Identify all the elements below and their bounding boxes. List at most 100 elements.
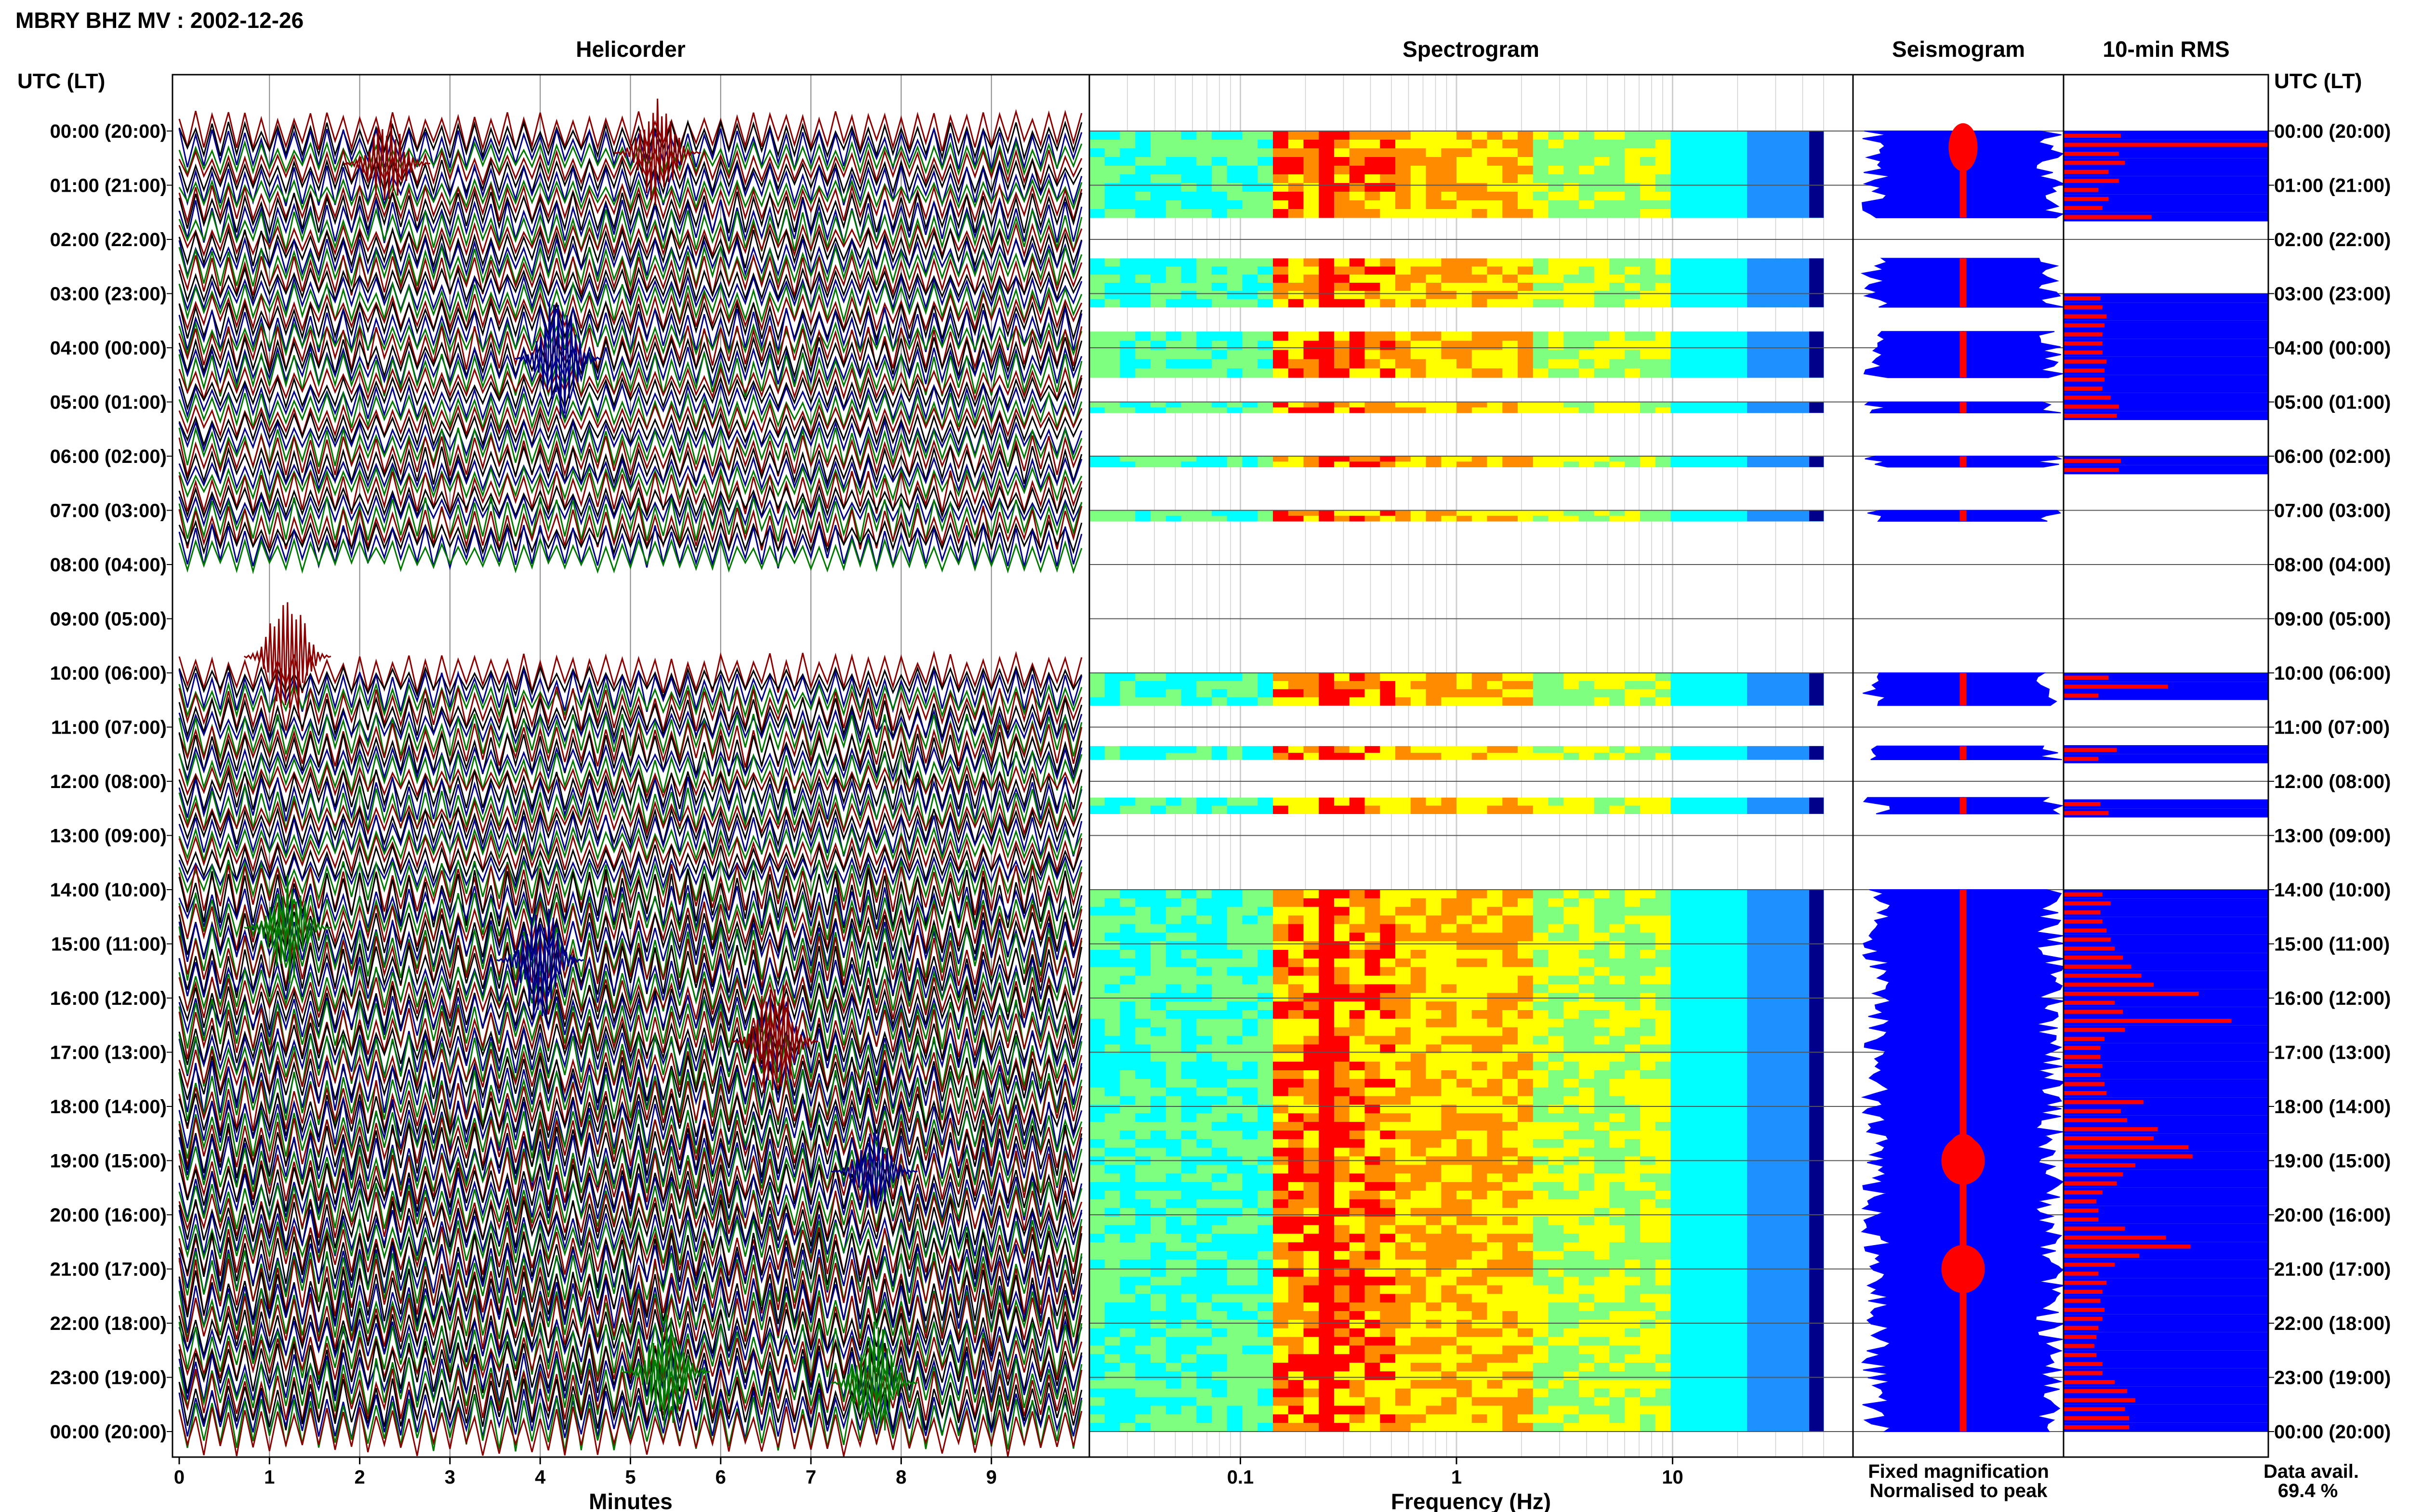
spectrogram-cell [1104,140,1121,149]
spectrogram-cell [1319,148,1335,158]
spectrogram-cell [1135,1225,1151,1234]
spectrogram-cell [1625,1328,1641,1338]
spectrogram-cell [1089,368,1105,378]
spectrogram-cell [1273,1234,1289,1243]
spectrogram-cell [1334,359,1350,369]
spectrogram-cell [1364,1139,1380,1148]
spectrogram-cell [1471,200,1488,210]
spectrogram-cell [1777,331,1794,341]
spectrogram-cell [1655,1062,1671,1071]
spectrogram-cell [1533,958,1549,968]
spectrogram-cell [1120,1234,1136,1243]
spectrogram-cell [1640,1173,1656,1183]
spectrogram-cell [1135,359,1151,369]
spectrogram-cell [1640,1001,1656,1011]
spectrogram-cell [1686,290,1702,300]
spectrogram-cell [1410,515,1427,522]
spectrogram-cell [1364,1363,1380,1372]
spectrogram-cell [1151,140,1166,149]
spectrogram-cell [1793,131,1809,140]
spectrogram-cell [1716,1096,1733,1105]
spectrogram-cell [1747,805,1763,814]
spectrogram-cell [1533,689,1549,698]
spectrogram-edge [1809,797,1824,814]
spectrogram-cell [1181,275,1197,283]
spectrogram-cell [1151,299,1166,308]
spectrogram-cell [1380,967,1396,976]
spectrogram-cell [1487,1036,1503,1045]
spectrogram-cell [1732,331,1747,341]
spectrogram-cell [1380,341,1396,350]
spectrogram-cell [1625,797,1641,806]
spectrogram-cell [1089,1113,1105,1122]
spectrogram-cell [1165,746,1182,753]
spectrogram-cell [1533,941,1549,950]
spectrogram-cell [1273,148,1289,158]
spectrogram-cell [1349,1173,1365,1183]
spectrogram-cell [1594,174,1610,184]
spectrogram-cell [1441,266,1457,275]
spectrogram-cell [1793,1406,1809,1415]
spectrogram-cell [1364,1001,1380,1011]
spectrogram-cell [1563,407,1579,413]
spectrogram-cell [1303,368,1319,378]
spectrogram-cell [1670,331,1686,341]
spectrogram-cell [1212,1311,1228,1320]
spectrogram-cell [1104,967,1121,976]
spectrogram-cell [1686,1122,1702,1131]
spectrogram-cell [1762,157,1778,166]
spectrogram-cell [1288,1122,1304,1131]
spectrogram-cell [1762,1225,1778,1234]
spectrogram-cell [1655,515,1671,522]
spectrogram-cell [1793,209,1809,218]
spectrogram-cell [1334,290,1350,300]
spectrogram-cell [1518,941,1534,950]
spectrogram-cell [1518,1173,1534,1183]
spectrogram-cell [1364,1036,1380,1045]
spectrogram-cell [1151,1147,1166,1157]
spectrogram-cell [1181,1010,1197,1019]
spectrogram-cell [1502,697,1518,706]
spectrogram-cell [1747,131,1763,140]
spectrogram-cell [1579,1096,1595,1105]
spectrogram-cell [1716,1027,1733,1037]
spectrogram-cell [1686,1018,1702,1028]
spectrogram-cell [1364,1302,1380,1312]
spectrogram-cell [1563,1268,1579,1277]
spectrogram-cell [1701,1018,1717,1028]
spectrogram-cell [1686,1070,1702,1079]
spectrogram-cell [1257,907,1273,916]
spectrogram-cell [1426,975,1442,985]
spectrogram-cell [1288,275,1304,283]
spectrogram-cell [1762,1363,1778,1372]
spectrogram-cell [1518,1371,1534,1381]
spectrogram-cell [1747,1225,1763,1234]
spectrogram-cell [1518,1251,1534,1260]
spectrogram-cell [1104,1053,1121,1062]
helicorder-trace [178,505,1083,551]
spectrogram-cell [1456,1397,1472,1406]
spectrogram-cell [1747,975,1763,985]
spectrogram-cell [1104,689,1121,698]
spectrogram-cell [1487,350,1503,360]
helicorder-trace [178,464,1083,502]
spectrogram-cell [1104,907,1121,916]
spectrogram-cell [1273,1087,1289,1097]
spectrogram-cell [1349,689,1365,698]
spectrogram-cell [1395,1053,1411,1062]
spectrogram-cell [1395,752,1411,760]
spectrogram-cell [1655,1078,1671,1088]
spectrogram-cell [1502,456,1518,462]
spectrogram-cell [1456,1191,1472,1200]
spectrogram-cell [1548,331,1564,341]
spectrogram-cell [1165,407,1182,413]
spectrogram-cell [1563,1191,1579,1200]
spectrogram-cell [1609,1319,1625,1329]
spectrogram-cell [1686,1036,1702,1045]
spectrogram-cell [1670,192,1686,201]
spectrogram-cell [1410,331,1427,341]
spectrogram-cell [1380,1027,1396,1037]
spectrogram-cell [1487,402,1503,408]
spectrogram-cell [1563,258,1579,267]
spectrogram-cell [1594,290,1610,300]
